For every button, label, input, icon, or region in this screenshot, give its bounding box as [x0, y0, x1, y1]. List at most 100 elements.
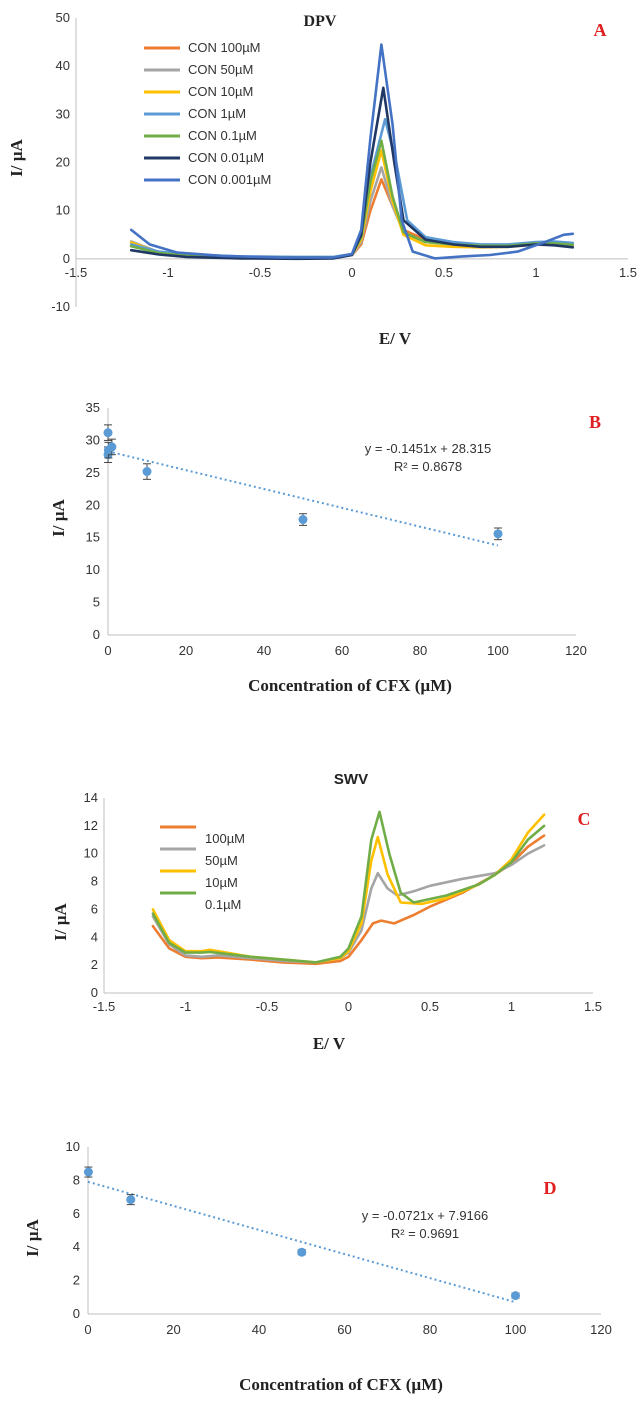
panel-letter: A: [594, 20, 607, 40]
x-tick-label: -1.5: [65, 265, 87, 280]
legend-label: CON 1µM: [188, 106, 246, 121]
y-tick-label: 0: [91, 985, 98, 1000]
chart-panel-c: SWV C I/ µA E/ V 0 2 4 6 8 10 12 14 -1.5 -1 -0.5 0 0…: [0, 705, 640, 1070]
data-point: [298, 515, 308, 525]
y-tick-label: 10: [86, 562, 100, 577]
panel-letter: B: [589, 412, 601, 432]
x-tick-label: -1: [180, 999, 192, 1014]
y-tick-label: 0: [63, 251, 70, 266]
data-point: [107, 442, 117, 452]
x-tick-label: 1: [508, 999, 515, 1014]
y-tick-label: 14: [84, 790, 98, 805]
series-line: [129, 43, 575, 260]
chart-panel-d: D y = -0.0721x + 7.9166 R² = 0.9691 I/ µ…: [0, 1070, 640, 1402]
series-line: [151, 810, 546, 964]
swv-chart: SWV C I/ µA E/ V 0 2 4 6 8 10 12 14 -1.5 -1 -0.5 0 0…: [51, 771, 602, 1053]
y-tick-label: 20: [56, 155, 70, 170]
data-point: [126, 1195, 136, 1205]
x-tick-label: 60: [337, 1322, 351, 1337]
y-tick-label: 0: [73, 1306, 80, 1321]
y-tick-label: 12: [84, 818, 98, 833]
r-squared: R² = 0.9691: [391, 1226, 459, 1241]
x-tick-label: 0.5: [421, 999, 439, 1014]
legend-label: 50µM: [205, 853, 238, 868]
x-tick-label: 100: [487, 643, 509, 658]
legend-label: CON 0.1µM: [188, 128, 257, 143]
legend-label: CON 0.001µM: [188, 172, 271, 187]
x-tick-label: 40: [257, 643, 271, 658]
legend-label: CON 0.01µM: [188, 150, 264, 165]
r-squared: R² = 0.8678: [394, 459, 462, 474]
y-tick-label: 4: [73, 1239, 80, 1254]
x-tick-label: 100: [505, 1322, 527, 1337]
legend-label: 0.1µM: [205, 897, 241, 912]
y-tick-label: 2: [91, 957, 98, 972]
legend-label: 10µM: [205, 875, 238, 890]
trendline-equation: y = -0.1451x + 28.315: [365, 441, 491, 456]
x-tick-label: 0: [345, 999, 352, 1014]
x-tick-label: -0.5: [249, 265, 271, 280]
y-tick-label: 6: [73, 1206, 80, 1221]
series-line: [129, 86, 575, 261]
y-axis-label: I/ µA: [23, 1218, 42, 1256]
data-point: [493, 529, 503, 539]
x-tick-label: 80: [423, 1322, 437, 1337]
y-tick-label: 15: [86, 530, 100, 545]
trendline: [107, 450, 499, 547]
y-tick-label: 50: [56, 10, 70, 25]
swv-calibration-chart: D y = -0.0721x + 7.9166 R² = 0.9691 I/ µ…: [23, 1139, 612, 1394]
panel-letter: C: [578, 809, 591, 829]
y-axis-label: I/ µA: [49, 498, 68, 536]
y-tick-label: 35: [86, 400, 100, 415]
x-tick-label: 20: [179, 643, 193, 658]
x-tick-label: -1: [162, 265, 174, 280]
data-point: [511, 1291, 520, 1301]
x-axis-label: E/ V: [379, 329, 412, 348]
x-axis-label: Concentration of CFX (µM): [248, 676, 452, 695]
y-tick-label: 40: [56, 58, 70, 73]
y-tick-label: 8: [91, 874, 98, 889]
y-tick-label: 20: [86, 497, 100, 512]
trendline-equation: y = -0.0721x + 7.9166: [362, 1208, 488, 1223]
chart-title: DPV: [304, 13, 337, 30]
dpv-calibration-chart: B y = -0.1451x + 28.315 R² = 0.8678 I/ µ…: [49, 400, 601, 695]
y-tick-label: 10: [56, 203, 70, 218]
y-tick-label: 5: [93, 595, 100, 610]
series-line: [151, 844, 546, 964]
chart-title: SWV: [334, 771, 368, 788]
y-tick-label: 6: [91, 901, 98, 916]
y-tick-label: 30: [56, 106, 70, 121]
x-tick-label: 1.5: [619, 265, 637, 280]
x-tick-label: -1.5: [93, 999, 115, 1014]
legend-label: CON 10µM: [188, 84, 253, 99]
x-axis-label: Concentration of CFX (µM): [239, 1375, 443, 1394]
x-tick-label: 0: [348, 265, 355, 280]
chart-panel-b: B y = -0.1451x + 28.315 R² = 0.8678 I/ µ…: [0, 360, 640, 705]
data-point: [83, 1167, 93, 1177]
trendline: [87, 1180, 516, 1304]
y-tick-label: 25: [86, 465, 100, 480]
panel-letter: D: [544, 1178, 557, 1198]
y-tick-label: 0: [93, 627, 100, 642]
y-tick-label: 2: [73, 1273, 80, 1288]
y-tick-label: 8: [73, 1172, 80, 1187]
x-tick-label: -0.5: [256, 999, 278, 1014]
x-tick-label: 0: [104, 643, 111, 658]
x-tick-label: 80: [413, 643, 427, 658]
y-tick-label: 10: [84, 846, 98, 861]
x-tick-label: 20: [166, 1322, 180, 1337]
data-point: [297, 1247, 307, 1257]
x-tick-label: 1.5: [584, 999, 602, 1014]
legend-label: CON 50µM: [188, 62, 253, 77]
series-line: [129, 149, 575, 259]
x-axis-label: E/ V: [313, 1034, 346, 1053]
legend-label: 100µM: [205, 831, 245, 846]
y-tick-label: 4: [91, 929, 98, 944]
y-tick-label: 30: [86, 432, 100, 447]
x-tick-label: 120: [590, 1322, 612, 1337]
x-tick-label: 60: [335, 643, 349, 658]
x-tick-label: 1: [532, 265, 539, 280]
y-axis-label: I/ µA: [51, 902, 70, 940]
y-tick-label: 10: [66, 1139, 80, 1154]
